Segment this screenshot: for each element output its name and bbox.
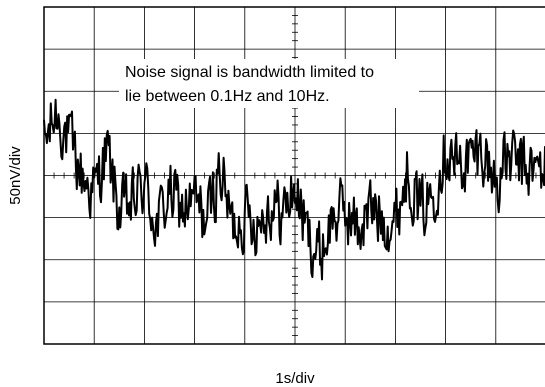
annotation-line-2: lie between 0.1Hz and 10Hz. [125,88,330,105]
annotation-line-1: Noise signal is bandwidth limited to [125,64,374,81]
plot-frame [43,6,545,345]
noise-trace [43,98,545,281]
annotation-background [119,59,419,108]
y-axis-label: 50nV/div [7,146,24,205]
x-axis-label: 1s/div [275,370,315,387]
